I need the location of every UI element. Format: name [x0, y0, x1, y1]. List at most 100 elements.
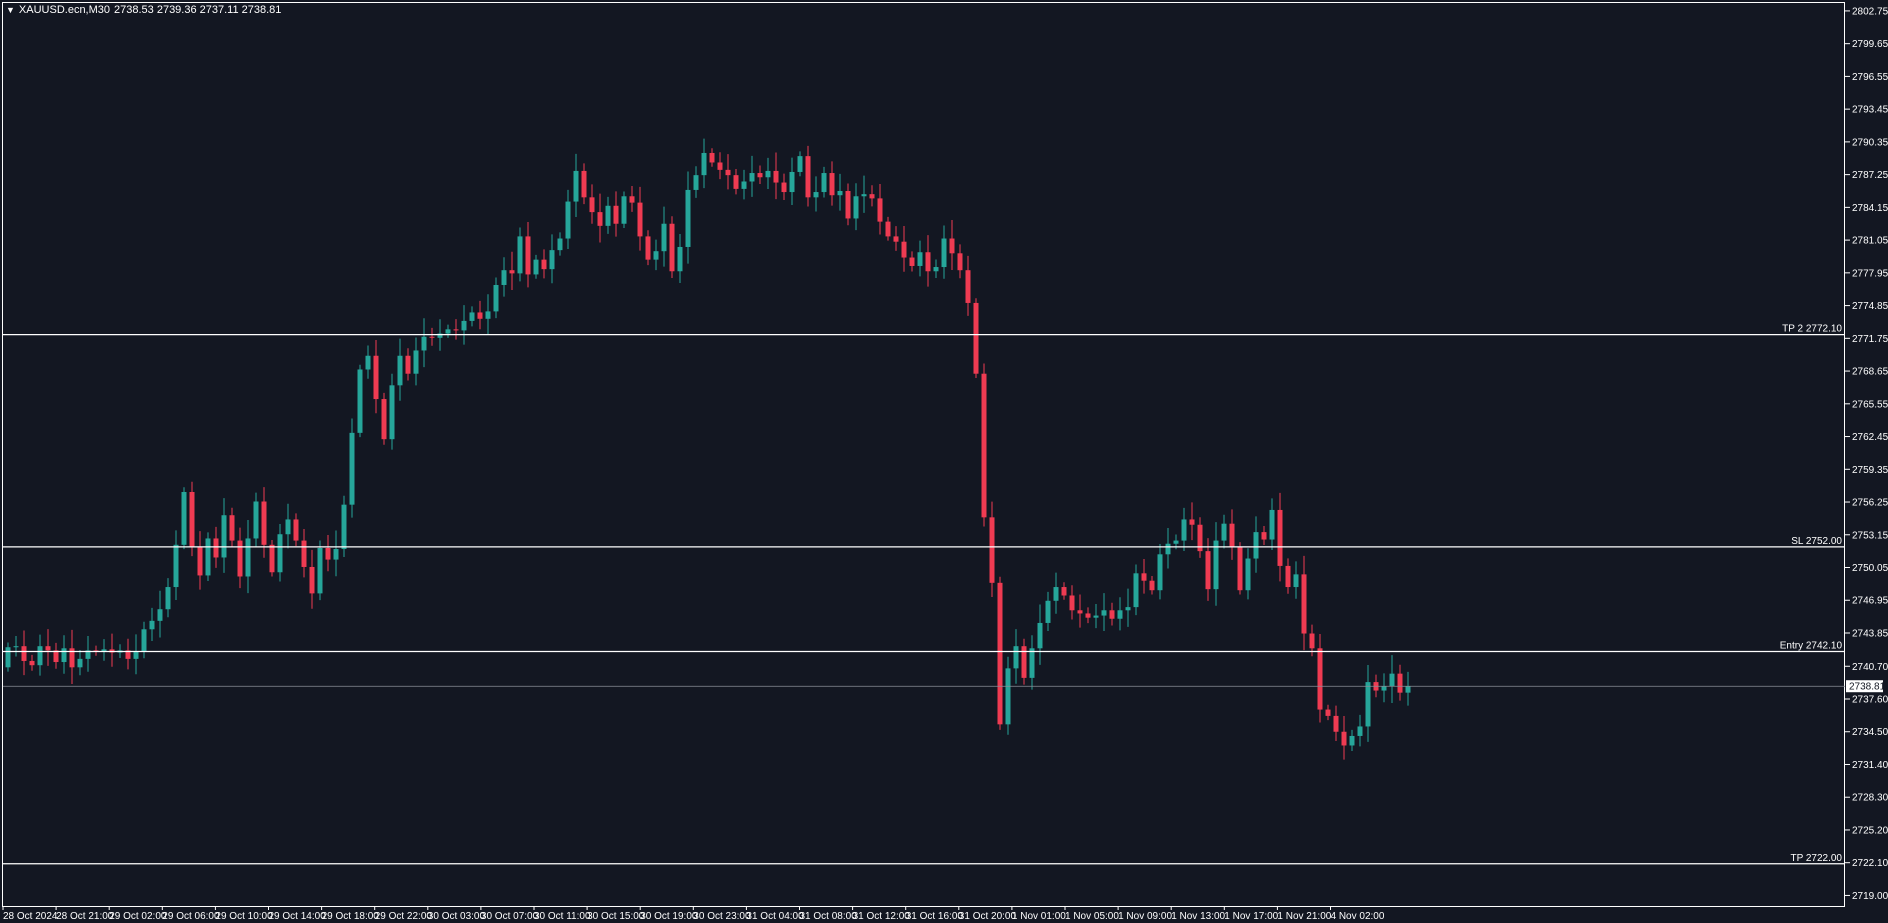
candle[interactable] [101, 639, 107, 661]
candle[interactable] [1085, 607, 1091, 624]
candle[interactable] [677, 233, 683, 283]
candle[interactable] [1061, 582, 1067, 600]
candle[interactable] [333, 530, 339, 577]
candle[interactable] [1293, 561, 1299, 599]
candle[interactable] [173, 530, 179, 600]
candle[interactable] [805, 145, 811, 207]
candle[interactable] [1149, 575, 1155, 595]
candle[interactable] [1365, 664, 1371, 742]
candle[interactable] [573, 153, 579, 217]
candle[interactable] [1349, 729, 1355, 751]
candle[interactable] [869, 185, 875, 207]
candle[interactable] [1381, 673, 1387, 703]
candle[interactable] [685, 171, 691, 264]
candle[interactable] [853, 183, 859, 231]
candle[interactable] [1213, 522, 1219, 606]
candle[interactable] [357, 364, 363, 438]
candle[interactable] [1317, 633, 1323, 723]
candle[interactable] [581, 163, 587, 205]
candle[interactable] [157, 590, 163, 638]
candle[interactable] [629, 186, 635, 212]
candle[interactable] [885, 216, 891, 241]
candle[interactable] [1221, 514, 1227, 549]
candle[interactable] [1133, 564, 1139, 616]
candle[interactable] [341, 495, 347, 558]
candle[interactable] [525, 222, 531, 288]
candle[interactable] [373, 340, 379, 414]
candle[interactable] [653, 239, 659, 271]
candle[interactable] [1397, 664, 1403, 701]
candle[interactable] [837, 173, 843, 211]
candle[interactable] [1157, 544, 1163, 600]
candle[interactable] [1029, 635, 1035, 690]
candle[interactable] [1069, 585, 1075, 620]
candle[interactable] [205, 532, 211, 581]
candle[interactable] [693, 166, 699, 198]
candle[interactable] [1037, 604, 1043, 665]
candle[interactable] [1189, 502, 1195, 541]
candle[interactable] [621, 191, 627, 229]
candle[interactable] [981, 363, 987, 527]
candle[interactable] [541, 249, 547, 279]
candle[interactable] [405, 348, 411, 381]
candle[interactable] [429, 327, 435, 346]
candle[interactable] [813, 176, 819, 212]
candle[interactable] [709, 148, 715, 167]
candle[interactable] [1229, 509, 1235, 560]
candle[interactable] [1269, 498, 1275, 550]
candle[interactable] [237, 527, 243, 589]
candle[interactable] [1077, 594, 1083, 628]
candle[interactable] [285, 503, 291, 549]
candle[interactable] [1045, 591, 1051, 631]
candle[interactable] [773, 152, 779, 200]
candle[interactable] [165, 578, 171, 618]
candle[interactable] [365, 345, 371, 379]
candle[interactable] [877, 184, 883, 235]
candle[interactable] [797, 151, 803, 177]
candle[interactable] [389, 373, 395, 450]
candle[interactable] [421, 318, 427, 368]
candle[interactable] [957, 244, 963, 279]
candle[interactable] [1005, 656, 1011, 735]
candle[interactable] [789, 157, 795, 205]
candle[interactable] [125, 638, 131, 670]
candle[interactable] [181, 487, 187, 550]
candle[interactable] [253, 492, 259, 547]
candle[interactable] [1285, 558, 1291, 594]
candle[interactable] [261, 487, 267, 558]
candle[interactable] [501, 257, 507, 297]
candle[interactable] [1301, 555, 1307, 651]
candle[interactable] [1117, 597, 1123, 631]
candle[interactable] [533, 254, 539, 279]
candle[interactable] [1093, 603, 1099, 629]
candle[interactable] [1205, 538, 1211, 601]
candle[interactable] [997, 576, 1003, 730]
candle[interactable] [493, 277, 499, 319]
candle[interactable] [1389, 655, 1395, 703]
candle[interactable] [245, 519, 251, 594]
candle[interactable] [293, 513, 299, 547]
candle[interactable] [1101, 593, 1107, 631]
candle[interactable] [661, 206, 667, 267]
candle[interactable] [381, 392, 387, 445]
candle[interactable] [149, 607, 155, 641]
candle[interactable] [1333, 705, 1339, 741]
candle[interactable] [1325, 704, 1331, 721]
candle[interactable] [69, 629, 75, 684]
candle[interactable] [933, 259, 939, 279]
candle[interactable] [309, 549, 315, 609]
candle[interactable] [989, 501, 995, 597]
candle[interactable] [61, 635, 67, 674]
candle[interactable] [733, 169, 739, 195]
candle[interactable] [53, 642, 59, 669]
candle[interactable] [589, 184, 595, 224]
candle[interactable] [221, 498, 227, 573]
candle[interactable] [325, 534, 331, 572]
candle[interactable] [5, 642, 11, 672]
candle[interactable] [509, 251, 515, 291]
candle[interactable] [965, 255, 971, 316]
candle[interactable] [85, 636, 91, 672]
candle[interactable] [1021, 638, 1027, 685]
candle[interactable] [909, 251, 915, 272]
